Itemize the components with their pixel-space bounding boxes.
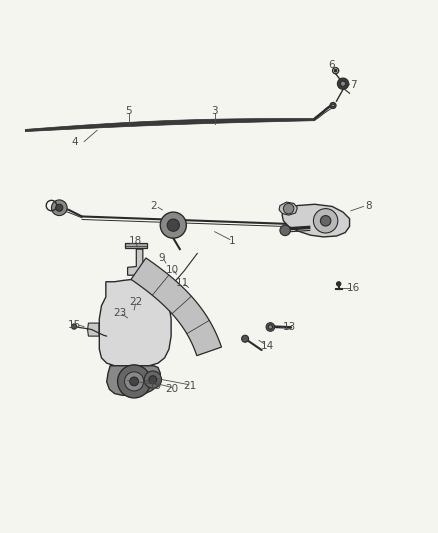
Text: 10: 10 (166, 265, 179, 275)
Circle shape (280, 225, 290, 236)
Circle shape (337, 78, 349, 90)
Polygon shape (279, 202, 297, 215)
Circle shape (124, 372, 144, 391)
Text: 16: 16 (347, 283, 360, 293)
Circle shape (266, 322, 275, 332)
Polygon shape (88, 323, 99, 336)
Text: 1: 1 (229, 236, 235, 246)
Circle shape (149, 376, 157, 384)
Text: 11: 11 (175, 278, 189, 288)
Circle shape (56, 204, 63, 211)
Polygon shape (127, 249, 149, 275)
Circle shape (144, 371, 162, 389)
Text: 15: 15 (68, 320, 81, 330)
Circle shape (71, 324, 77, 329)
Text: 18: 18 (129, 236, 142, 246)
Text: 6: 6 (328, 60, 335, 70)
Polygon shape (125, 243, 147, 248)
Text: 20: 20 (166, 384, 179, 394)
Circle shape (160, 212, 186, 238)
Text: 22: 22 (129, 297, 142, 307)
Circle shape (314, 208, 338, 233)
Circle shape (117, 365, 151, 398)
Circle shape (321, 215, 331, 226)
Polygon shape (99, 279, 171, 367)
Circle shape (340, 81, 346, 86)
Circle shape (167, 219, 180, 231)
Polygon shape (131, 258, 222, 356)
Text: 14: 14 (261, 341, 274, 351)
Text: 2: 2 (150, 201, 157, 212)
Circle shape (242, 335, 249, 342)
Circle shape (332, 104, 334, 107)
Polygon shape (107, 366, 160, 395)
Circle shape (334, 69, 337, 72)
Text: 3: 3 (212, 106, 218, 116)
Text: 13: 13 (283, 321, 296, 332)
Polygon shape (25, 118, 315, 132)
Text: 4: 4 (71, 138, 78, 148)
Text: 21: 21 (183, 381, 196, 391)
Polygon shape (282, 204, 350, 237)
Text: 9: 9 (158, 253, 165, 263)
Text: 7: 7 (350, 79, 357, 90)
Circle shape (268, 325, 272, 329)
Circle shape (51, 200, 67, 215)
Circle shape (330, 102, 336, 109)
Text: 23: 23 (113, 308, 127, 318)
Text: 8: 8 (365, 201, 371, 212)
Circle shape (336, 282, 341, 286)
Circle shape (130, 377, 138, 386)
Text: 19: 19 (148, 381, 162, 391)
Circle shape (283, 204, 294, 214)
Text: 5: 5 (126, 106, 132, 116)
